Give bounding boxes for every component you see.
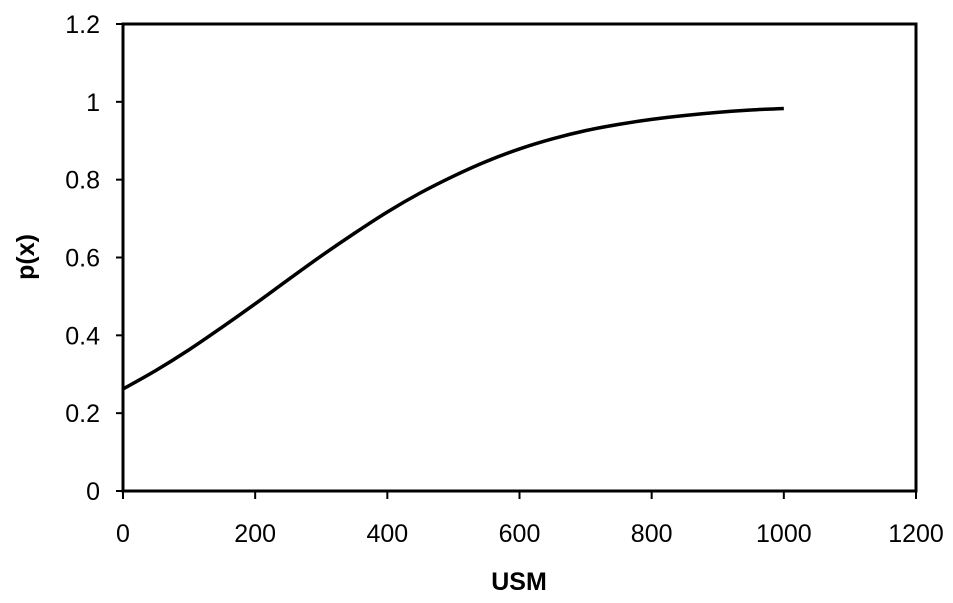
y-tick-label: 0.4 xyxy=(65,322,100,350)
y-axis-title: p(x) xyxy=(12,234,40,280)
y-tick-label: 0.8 xyxy=(65,167,100,195)
y-tick-label: 0.6 xyxy=(65,245,100,273)
series-layer xyxy=(122,106,784,391)
series-line xyxy=(122,106,784,391)
y-tick-label: 1.2 xyxy=(65,11,100,39)
x-tick-label: 400 xyxy=(366,520,408,548)
x-tick-label: 1200 xyxy=(888,520,944,548)
y-tick-label: 1 xyxy=(86,89,100,117)
plot-area xyxy=(121,22,918,493)
x-tick-label: 600 xyxy=(499,520,541,548)
x-tick-label: 200 xyxy=(234,520,276,548)
y-tick-label: 0.2 xyxy=(65,400,100,428)
x-tick-label: 0 xyxy=(116,520,130,548)
y-axis-ticks: 0 0.2 0.4 0.6 0.8 1 1.2 xyxy=(65,11,123,506)
x-tick-label: 800 xyxy=(631,520,673,548)
x-axis-ticks: 0 200 400 600 800 1000 1200 xyxy=(116,491,944,548)
y-tick-label: 0 xyxy=(86,478,100,506)
x-tick-label: 1000 xyxy=(756,520,812,548)
x-axis-title: USM xyxy=(491,568,547,596)
